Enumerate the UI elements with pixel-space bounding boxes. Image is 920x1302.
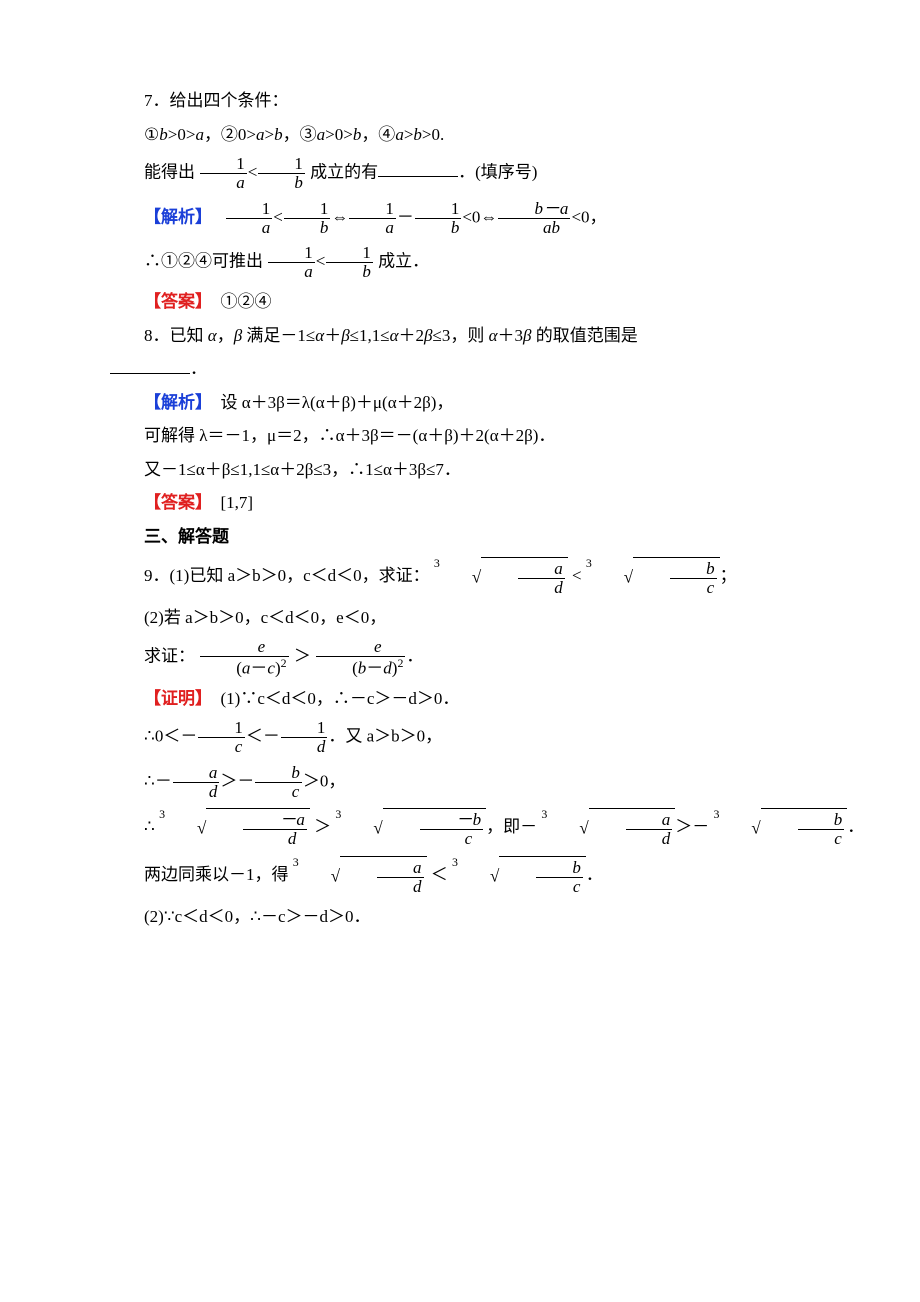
jiexi-label: 【解析】 <box>144 207 204 226</box>
frac-1-b: 1b <box>258 155 305 192</box>
q7-ans-text: ①②④ <box>221 292 272 311</box>
q9-l5a: 两边同乘以－1，得 <box>144 865 289 884</box>
q9-l2c: ．又 a＞b＞0， <box>328 726 442 745</box>
q9-l2a: ∴0＜－ <box>144 726 197 745</box>
jiexi-label: 【解析】 <box>144 393 204 412</box>
q8-ans-text: [1,7] <box>221 493 254 512</box>
q8-blank <box>110 356 190 374</box>
q9-l4d: ． <box>847 817 864 836</box>
q9-l2b: ＜－ <box>246 726 280 745</box>
ans-label: 【答案】 <box>144 493 204 512</box>
q9-l3: ∴－ad＞－bc＞0， <box>110 764 810 801</box>
section-3: 三、解答题 <box>110 524 810 550</box>
q9-proof-1: 【证明】 (1)∵c＜d＜0，∴－c＞－d＞0． <box>110 686 810 712</box>
q9-l5: 两边同乘以－1，得 3√ad ＜ 3√bc． <box>110 856 810 896</box>
q7-concl: ∴①②④可推出 1a<1b 成立． <box>110 244 810 281</box>
q9-l1: (1)∵c＜d＜0，∴－c＞－d＞0． <box>221 689 460 708</box>
frac-e-bd2: e(b－d)2 <box>316 638 405 677</box>
q9-l3b: ＞－ <box>220 771 254 790</box>
frac-e-ac2: e(a－c)2 <box>200 638 288 677</box>
q7-title: 7．给出四个条件： <box>110 88 810 114</box>
q8-l2: 可解得 λ＝－1，μ＝2，∴α＋3β＝－(α＋β)＋2(α＋2β)． <box>110 423 810 449</box>
q7-jiexi: 【解析】 1a<1b⇔1a－1b<0⇔b－aab<0， <box>110 200 810 237</box>
q9-l3a: ∴－ <box>144 771 172 790</box>
q7-lead-c: ．(填序号) <box>458 162 537 181</box>
q9-semi: ； <box>720 566 737 585</box>
q7-lead-b: 成立的有 <box>310 162 378 181</box>
q7-ans: 【答案】 ①②④ <box>110 289 810 315</box>
q7-jiexi-tail: <0， <box>571 207 606 226</box>
q9-l4: ∴ 3√－ad ＞ 3√－bc，即－ 3√ad＞－ 3√bc． <box>110 808 810 848</box>
ans-label: 【答案】 <box>144 292 204 311</box>
q9-l2: ∴0＜－1c＜－1d．又 a＞b＞0， <box>110 719 810 756</box>
q8-l3: 又－1≤α＋β≤1,1≤α＋2β≤3，∴1≤α＋3β≤7． <box>110 457 810 483</box>
q9-l3c: ＞0， <box>303 771 346 790</box>
cbrt-icon: √ad <box>438 557 568 597</box>
q9-p1-a: 9．(1)已知 a＞b＞0，c＜d＜0，求证： <box>144 566 430 585</box>
q7-blank <box>378 159 458 177</box>
q7-lead: 能得出 1a<1b 成立的有．(填序号) <box>110 155 810 192</box>
q9-p2b-text: 求证： <box>144 647 195 666</box>
frac-1-a: 1a <box>200 155 247 192</box>
q8-stem: 8．已知 α，β 满足－1≤α＋β≤1,1≤α＋2β≤3，则 α＋3β 的取值范… <box>110 323 810 349</box>
q8-l1: 设 α＋3β＝λ(α＋β)＋μ(α＋2β)， <box>221 393 454 412</box>
q9-l4a: ∴ <box>144 817 155 836</box>
q9-l4c: ＞－ <box>675 817 709 836</box>
q9-p2c: ． <box>406 647 423 666</box>
q9-p1: 9．(1)已知 a＞b＞0，c＜d＜0，求证： 3√ad < 3√bc； <box>110 557 810 597</box>
q7-lead-a: 能得出 <box>144 162 195 181</box>
q9-l4b: ，即－ <box>486 817 537 836</box>
q9-l6: (2)∵c＜d＜0，∴－c＞－d＞0． <box>110 904 810 930</box>
q9-l5b: ． <box>586 865 603 884</box>
q8-ans: 【答案】 [1,7] <box>110 490 810 516</box>
q9-p2a: (2)若 a＞b＞0，c＜d＜0，e＜0， <box>110 605 810 631</box>
q8-blank-line: ． <box>110 356 810 382</box>
q7-conds: ①b>0>a，②0>a>b，③a>0>b，④a>b>0. <box>110 122 810 148</box>
q9-p2b: 求证： e(a－c)2 ＞ e(b－d)2． <box>110 638 810 677</box>
q8-jiexi-1: 【解析】 设 α＋3β＝λ(α＋β)＋μ(α＋2β)， <box>110 390 810 416</box>
q8-blank-end: ． <box>190 359 207 378</box>
gt-sign: ＞ <box>294 647 311 666</box>
q7-concl-b: 成立． <box>378 252 429 271</box>
q7-concl-a: ∴①②④可推出 <box>144 252 263 271</box>
proof-label: 【证明】 <box>144 689 204 708</box>
